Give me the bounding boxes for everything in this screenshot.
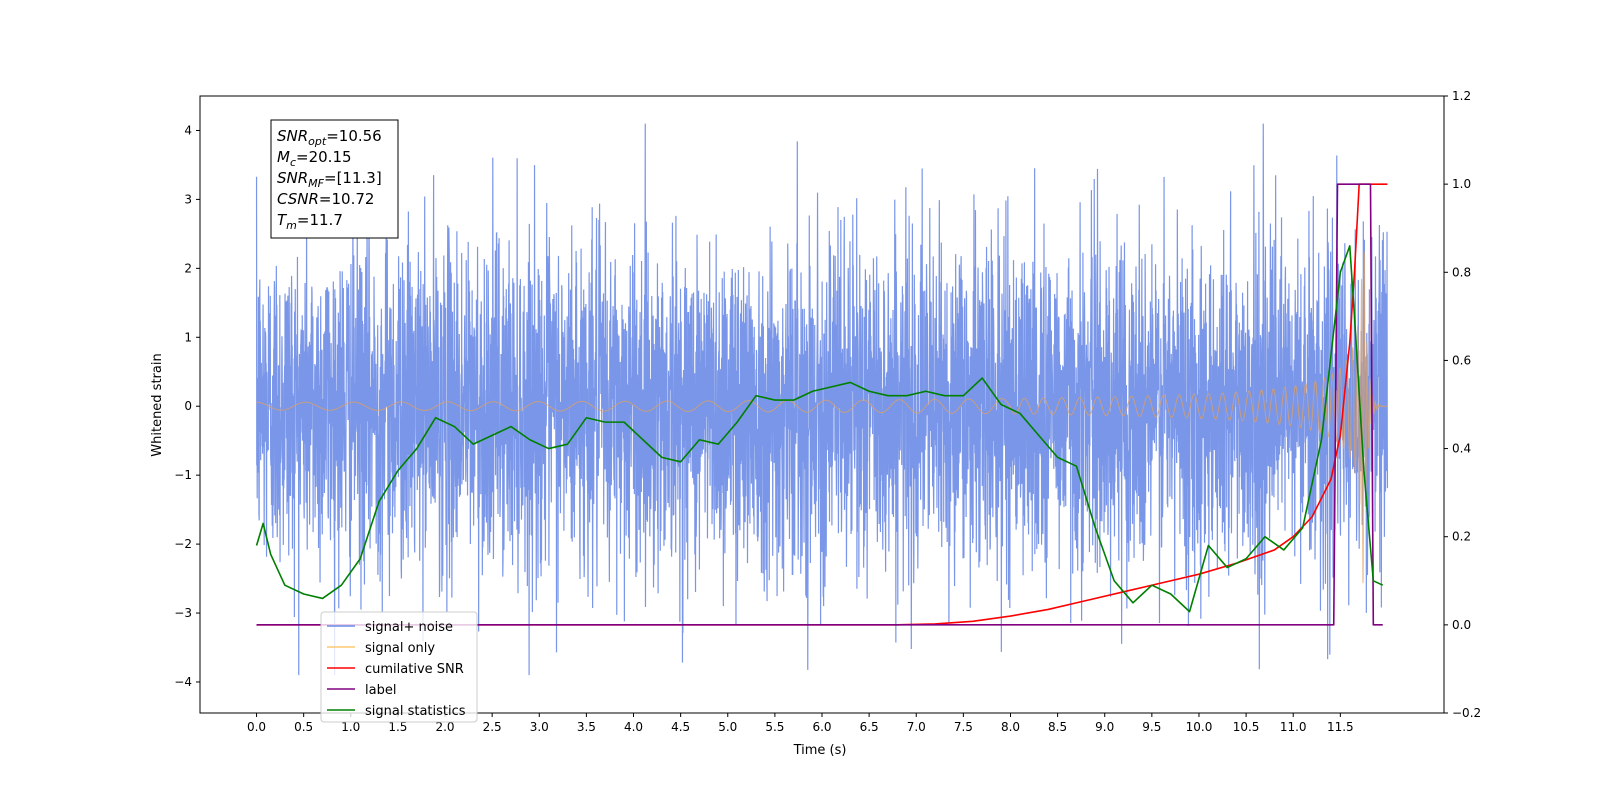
y2-tick-label: 0.0	[1452, 618, 1471, 632]
x-tick-label: 11.5	[1327, 720, 1354, 734]
x-tick-label: 7.0	[907, 720, 926, 734]
x-tick-label: 3.5	[577, 720, 596, 734]
y-tick-label: −4	[174, 675, 192, 689]
x-tick-label: 0.0	[247, 720, 266, 734]
y-tick-label: −3	[174, 606, 192, 620]
y-tick-label: −2	[174, 537, 192, 551]
x-tick-label: 1.0	[341, 720, 360, 734]
x-tick-label: 5.0	[718, 720, 737, 734]
y-tick-label: 3	[184, 192, 192, 206]
x-tick-label: 11.0	[1280, 720, 1307, 734]
axes-layer: 0.0 0.5 1.0 1.5 2.0 2.5 3.0 3.5 4.0 4.5 5.0 5.5 6.0 6…	[174, 89, 1481, 734]
annotation-line: Mc=20.15	[277, 148, 352, 169]
y2-tick-label: −0.2	[1452, 706, 1481, 720]
series-signal-only	[256, 251, 1388, 584]
y2-tick-label: 0.6	[1452, 353, 1471, 367]
data-layer	[255, 123, 1389, 676]
series-signal-statistics	[255, 245, 1384, 613]
x-tick-label: 4.5	[671, 720, 690, 734]
x-tick-label: 9.5	[1142, 720, 1161, 734]
y-tick-label: 4	[184, 123, 192, 137]
x-tick-label: 1.5	[388, 720, 407, 734]
x-tick-label: 6.0	[812, 720, 831, 734]
legend-label: cumilative SNR	[365, 662, 464, 677]
legend-label: signal only	[365, 641, 435, 656]
y-tick-label: 1	[184, 330, 192, 344]
legend-label: label	[365, 683, 396, 698]
y2-tick-label: 0.4	[1452, 442, 1471, 456]
series-signal-noise	[255, 123, 1389, 676]
x-tick-label: 5.5	[765, 720, 784, 734]
legend-label: signal statistics	[365, 704, 466, 719]
x-tick-label: 8.5	[1048, 720, 1067, 734]
annotation-line: Tm=11.7	[277, 211, 343, 232]
annotation-line: SNRMF=[11.3]	[277, 169, 382, 190]
y2-tick-label: 0.8	[1452, 265, 1471, 279]
x-tick-label: 8.0	[1001, 720, 1020, 734]
annotation-line: SNRopt=10.56	[277, 127, 382, 148]
x-tick-label: 10.5	[1233, 720, 1260, 734]
legend-frame	[320, 611, 478, 723]
x-tick-label: 6.5	[860, 720, 879, 734]
x-tick-label: 0.5	[294, 720, 313, 734]
y-tick-label: −1	[174, 468, 192, 482]
x-tick-label: 3.0	[530, 720, 549, 734]
x-tick-label: 4.0	[624, 720, 643, 734]
legend: signal+ noise signal only cumilative SNR la…	[320, 611, 478, 723]
y-tick-label: 2	[184, 261, 192, 275]
x-tick-label: 9.0	[1095, 720, 1114, 734]
y-tick-label: 0	[184, 399, 192, 413]
legend-label: signal+ noise	[365, 620, 453, 635]
y2-tick-label: 1.0	[1452, 177, 1471, 191]
y2-tick-label: 0.2	[1452, 530, 1471, 544]
series-label	[256, 183, 1383, 626]
series-cumilative-snr	[256, 183, 1388, 626]
y-axis-label: Whitened strain	[150, 353, 165, 456]
y2-tick-label: 1.2	[1452, 89, 1471, 103]
x-tick-label: 2.0	[435, 720, 454, 734]
x-axis-label: Time (s)	[793, 743, 847, 758]
x-tick-label: 7.5	[954, 720, 973, 734]
x-tick-label: 10.0	[1186, 720, 1213, 734]
annotation-line: CSNR=10.72	[277, 190, 374, 208]
stats-annotation-box: SNRopt=10.56Mc=20.15SNRMF=[11.3]CSNR=10.…	[270, 119, 399, 239]
x-tick-label: 2.5	[483, 720, 502, 734]
annotation-frame	[270, 119, 399, 239]
